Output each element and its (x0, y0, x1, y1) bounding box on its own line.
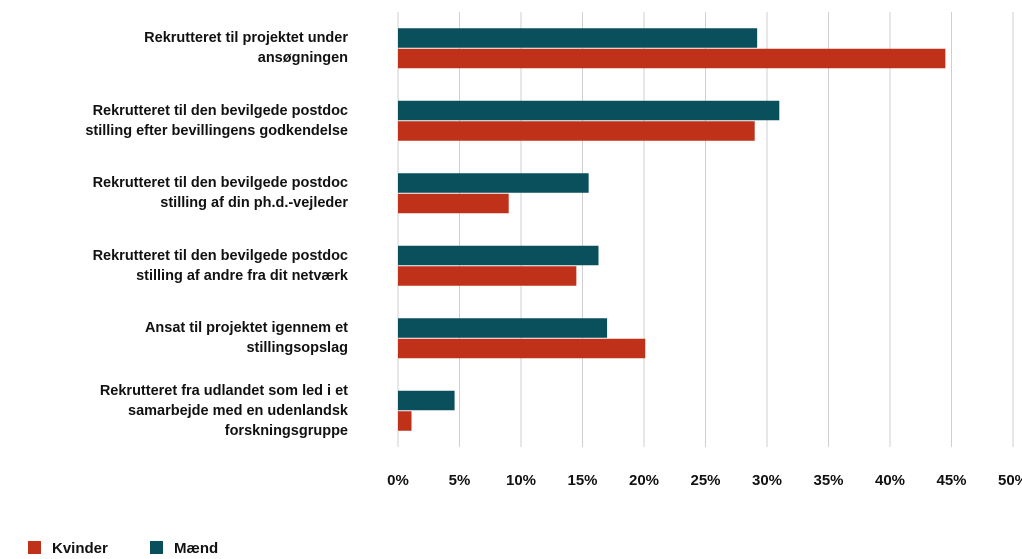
x-tick-label: 40% (875, 472, 905, 489)
bar (398, 266, 577, 286)
bar (398, 48, 946, 69)
legend-swatch (28, 541, 41, 554)
bar (398, 245, 599, 266)
bar (398, 411, 412, 431)
category-label: Ansat til projektet igennem et stillings… (144, 320, 348, 357)
x-tick-label: 30% (752, 472, 782, 489)
bar (398, 28, 758, 48)
legend-label: Mænd (174, 540, 218, 557)
x-tick-label: 45% (936, 472, 966, 489)
legend-label: Kvinder (52, 540, 108, 557)
x-tick-label: 25% (690, 472, 720, 489)
x-tick-label: 20% (629, 472, 659, 489)
bar (398, 173, 589, 193)
bar (398, 318, 608, 338)
category-label: Rekrutteret til den bevilgede postdoc st… (92, 247, 348, 284)
legend-swatch (150, 541, 163, 554)
x-tick-label: 10% (506, 472, 536, 489)
x-tick-label: 0% (387, 472, 409, 489)
x-tick-label: 5% (449, 472, 471, 489)
x-tick-label: 15% (567, 472, 597, 489)
bar (398, 390, 455, 411)
x-tick-label: 50% (998, 472, 1022, 489)
x-tick-label: 35% (813, 472, 843, 489)
bar (398, 338, 646, 359)
bar (398, 121, 755, 141)
category-label: Rekrutteret til den bevilgede postdoc st… (85, 102, 348, 139)
category-label: Rekrutteret fra udlandet som led i et sa… (99, 382, 348, 439)
bar (398, 100, 780, 121)
category-label: Rekrutteret til den bevilgede postdoc st… (92, 175, 348, 212)
bar (398, 193, 509, 214)
category-label: Rekrutteret til projektet under ansøgnin… (144, 30, 348, 67)
